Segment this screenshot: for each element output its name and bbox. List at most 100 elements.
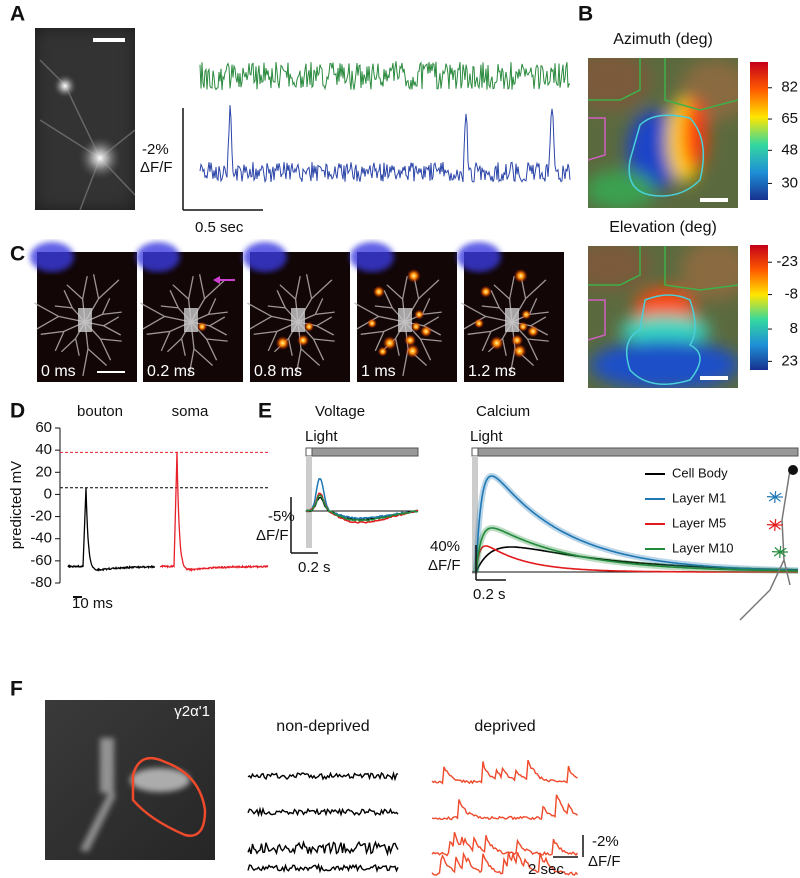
scale-label: 10 ms [72, 595, 113, 612]
dendrites [247, 274, 335, 377]
calcium-trace [431, 831, 579, 857]
hotspot [513, 268, 528, 283]
frame-label: 0 ms [41, 363, 76, 380]
light-onset [305, 447, 313, 457]
soma [505, 308, 519, 332]
neuron-branch [774, 518, 777, 526]
electrode [350, 242, 394, 272]
micrograph-f [45, 700, 215, 860]
map-title: Elevation (deg) [609, 219, 717, 236]
colorbar [750, 245, 768, 370]
hotspot [367, 318, 378, 329]
colorbar-tick-label: 8 [790, 320, 798, 337]
hotspot [404, 334, 417, 347]
hotspot [420, 325, 433, 338]
neuron-branch [774, 496, 781, 502]
colorbar-tick-label: 30 [781, 174, 798, 191]
hotspot [372, 285, 385, 298]
neuron-branch [768, 496, 776, 502]
image-label: γ2α'1 [174, 703, 210, 720]
dendrites [34, 274, 122, 377]
scale-label: 0.5 sec [195, 219, 244, 236]
frame-label: 1 ms [361, 363, 396, 380]
calcium-trace [247, 770, 399, 782]
hotspot [297, 334, 310, 347]
neuron-branch [779, 547, 787, 553]
panel-label: B [578, 3, 593, 26]
y-tick-label: 20 [35, 463, 52, 480]
calcium-trace [247, 840, 399, 857]
arrow-head [213, 276, 220, 284]
hotspot [197, 321, 208, 332]
y-axis-title: predicted mV [8, 461, 25, 549]
light-band [306, 456, 312, 548]
neuron-branch [768, 524, 776, 530]
panel-label: E [258, 400, 272, 423]
colorbar-tick-label: -23 [776, 253, 798, 270]
hotspot [377, 346, 388, 357]
neuron-branch [779, 551, 786, 557]
calcium-trace [247, 806, 399, 818]
frame-label: 0.2 ms [147, 363, 195, 380]
scale-label: ΔF/F [588, 853, 621, 870]
scale-label: 2 sec [528, 861, 564, 878]
scale-label: -5% [268, 508, 295, 525]
hotspot [414, 309, 425, 320]
y-tick-label: -80 [30, 574, 52, 591]
electrode [30, 242, 74, 272]
neuron-branch [769, 492, 776, 498]
calcium-trace [475, 527, 798, 573]
dendrites [140, 274, 228, 377]
calcium-trace [431, 794, 578, 821]
voltage-trace [305, 494, 419, 522]
scale-label: 0.2 s [473, 586, 506, 603]
voltage-trace [67, 487, 155, 572]
micrograph-a [35, 28, 135, 210]
hotspot [512, 344, 527, 359]
stimulus-label: Light [470, 428, 503, 445]
scale-label: 40% [430, 538, 460, 555]
scale-label: ΔF/F [256, 527, 289, 544]
y-tick-label: 40 [35, 441, 52, 458]
hotspot [411, 321, 422, 332]
light-onset [471, 447, 479, 457]
stimulus-label: Light [305, 428, 338, 445]
colorbar-tick-label: 48 [781, 141, 798, 158]
colorbar-tick-label: 82 [781, 79, 798, 96]
hotspot [511, 334, 524, 347]
colorbar-tick-label: 23 [781, 352, 798, 369]
hotspot [474, 318, 485, 329]
scale-label: -2% [592, 833, 619, 850]
soma [78, 308, 92, 332]
y-tick-label: 0 [44, 485, 52, 502]
series-label: bouton [77, 403, 123, 420]
hotspot [489, 336, 504, 351]
scale-label: -2% [142, 141, 169, 158]
y-tick-label: -20 [30, 508, 52, 525]
electrode [136, 242, 180, 272]
neuron-branch [774, 490, 777, 498]
neuron-branch [774, 547, 781, 553]
series-label: soma [172, 403, 209, 420]
frame-label: 0.8 ms [254, 363, 302, 380]
group-label: deprived [474, 718, 535, 735]
light-band [472, 456, 478, 574]
frame-label: 1.2 ms [468, 363, 516, 380]
calcium-trace [247, 862, 399, 874]
soma [398, 308, 412, 332]
y-tick-label: -60 [30, 552, 52, 569]
y-tick-label: 60 [35, 419, 52, 436]
panel-label: A [10, 3, 25, 26]
scale-label: 0.2 s [298, 559, 331, 576]
panel-label: C [10, 243, 25, 266]
hotspot [518, 321, 529, 332]
hotspot [382, 336, 397, 351]
map-title: Azimuth (deg) [613, 31, 713, 48]
trace-green [199, 61, 571, 91]
azimuth-map [588, 58, 738, 208]
hotspot [275, 336, 290, 351]
hotspot [479, 285, 492, 298]
light-bar [305, 447, 419, 457]
panel-label: D [10, 400, 25, 423]
electrode [457, 242, 501, 272]
